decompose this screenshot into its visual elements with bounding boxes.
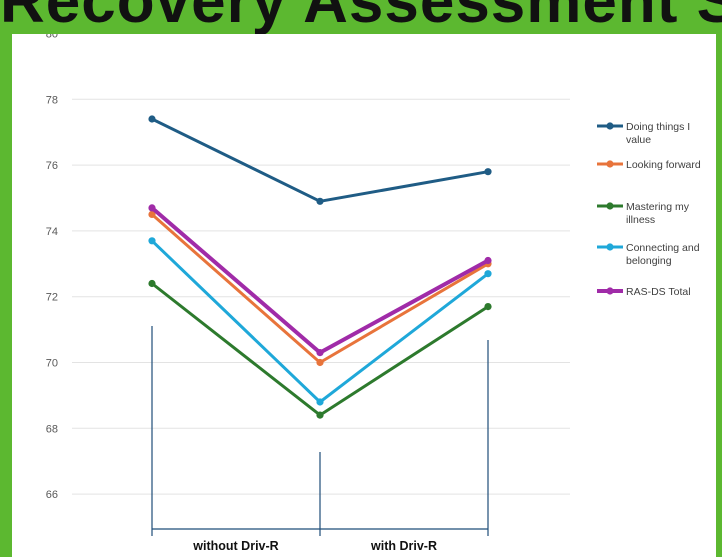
y-tick-label: 80 [46, 34, 58, 41]
y-tick-label: 78 [46, 94, 58, 106]
legend-marker [606, 287, 614, 295]
data-point [148, 204, 156, 212]
y-tick-label: 66 [46, 489, 58, 501]
y-tick-label: 70 [46, 358, 58, 370]
data-point [148, 279, 156, 288]
legend-marker [606, 202, 614, 210]
x-category-label: with Driv-R [370, 539, 437, 553]
chart-title: Recovery Assessment Scale scores by sub-… [0, 0, 722, 34]
data-point [484, 168, 492, 176]
y-tick-label: 76 [46, 160, 58, 172]
legend-label: RAS-DS Total [626, 286, 691, 298]
legend-marker [606, 243, 614, 251]
y-tick-label: 68 [46, 423, 58, 435]
legend-label: Connecting and belonging [626, 242, 700, 267]
x-category-label: without Driv-R [192, 539, 278, 553]
data-point [484, 256, 492, 265]
legend-marker [606, 160, 614, 168]
series-line [151, 117, 489, 203]
data-point [148, 115, 156, 123]
legend-label: Mastering my illness [626, 201, 690, 226]
y-tick-label: 74 [46, 226, 58, 238]
data-point [316, 411, 324, 419]
data-point [148, 237, 156, 245]
data-point [148, 210, 156, 218]
data-point [316, 197, 324, 205]
chart-title-strip: Recovery Assessment Scale scores by sub-… [0, 0, 722, 34]
series-line [150, 206, 489, 355]
y-tick-label: 72 [46, 292, 58, 304]
legend-label: Looking forward [626, 159, 701, 171]
chart-panel: 66 68 70 72 74 76 78 80 without Driv-R with Driv-… [12, 34, 716, 557]
data-point [316, 358, 324, 367]
line-chart: 66 68 70 72 74 76 78 80 without Driv-R with Driv-… [46, 34, 701, 553]
data-point [316, 349, 324, 357]
data-point [484, 270, 492, 278]
legend-marker [606, 122, 614, 130]
data-point [484, 303, 492, 311]
data-point [316, 398, 324, 406]
